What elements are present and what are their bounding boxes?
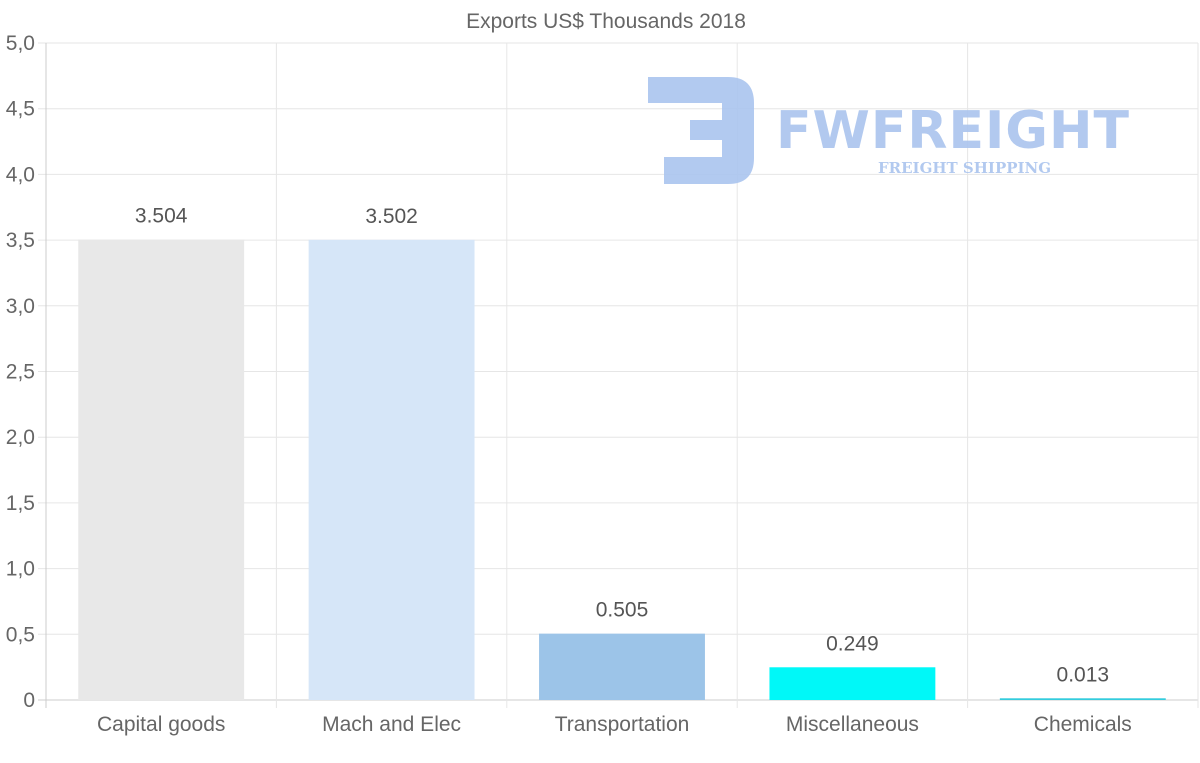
x-tick-label: Mach and Elec — [322, 713, 461, 736]
y-tick-label: 4,5 — [6, 98, 35, 121]
data-label: 0.013 — [1057, 663, 1110, 686]
bar-miscellaneous — [769, 667, 936, 700]
y-tick-label: 2,5 — [6, 361, 35, 384]
bar-capital-goods — [78, 239, 245, 700]
y-tick-label: 4,0 — [6, 163, 35, 186]
y-tick-label: 2,0 — [6, 426, 35, 449]
data-label: 3.504 — [135, 205, 188, 228]
chart-title: Exports US$ Thousands 2018 — [466, 10, 746, 33]
watermark: FWFREIGHT FREIGHT SHIPPING — [648, 77, 1130, 184]
bar-mach-and-elec — [308, 239, 475, 700]
fwfreight-logo-icon — [648, 77, 754, 184]
y-tick-label: 0 — [23, 689, 35, 712]
data-label: 0.249 — [826, 632, 879, 655]
y-tick-label: 5,0 — [6, 32, 35, 55]
y-tick-label: 0,5 — [6, 623, 35, 646]
y-tick-label: 1,0 — [6, 558, 35, 581]
y-tick-label: 1,5 — [6, 492, 35, 515]
data-label: 3.502 — [365, 205, 418, 228]
bar-transportation — [539, 633, 705, 700]
watermark-text: FWFREIGHT — [776, 101, 1130, 161]
data-label: 0.505 — [596, 599, 649, 622]
x-tick-label: Miscellaneous — [786, 713, 919, 736]
labels-layer: 3.504 3.502 0.505 0.249 0.013 — [135, 205, 1109, 687]
x-tick-label: Transportation — [555, 713, 690, 736]
bar-chemicals — [999, 698, 1166, 700]
axis-layer: 0 0,5 1,0 1,5 2,0 2,5 3,0 3,5 4,0 4,5 5,0 Capital g… — [6, 32, 1132, 736]
bars-layer — [78, 239, 1166, 700]
x-tick-label: Capital goods — [97, 713, 225, 736]
x-tick-label: Chemicals — [1034, 713, 1132, 736]
y-tick-label: 3,5 — [6, 229, 35, 252]
watermark-subtext: FREIGHT SHIPPING — [878, 159, 1051, 177]
y-tick-label: 3,0 — [6, 295, 35, 318]
